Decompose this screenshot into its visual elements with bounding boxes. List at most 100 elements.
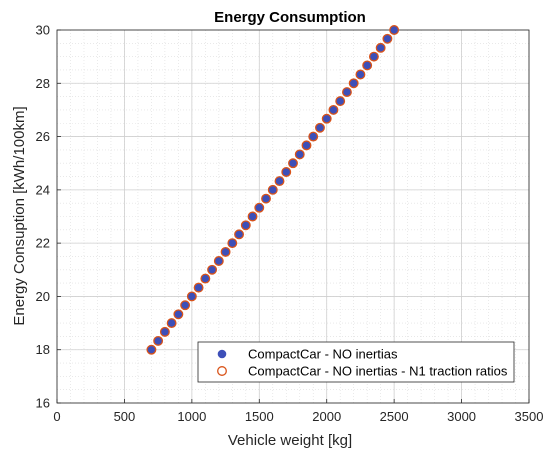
data-point — [274, 176, 285, 187]
y-tick-label: 28 — [36, 76, 50, 91]
data-point — [234, 229, 245, 240]
data-point — [281, 167, 291, 177]
data-point — [153, 336, 163, 346]
data-point — [147, 345, 156, 355]
data-point — [159, 326, 170, 337]
data-point — [328, 104, 339, 115]
chart-title: Energy Consumption — [214, 9, 366, 26]
legend-marker-open-circle — [217, 366, 227, 376]
data-point — [248, 212, 257, 221]
data-point — [153, 335, 164, 346]
data-point — [308, 131, 319, 142]
x-tick-label: 1000 — [177, 409, 206, 424]
data-point — [220, 246, 231, 257]
data-point — [348, 78, 359, 89]
legend-box — [197, 341, 515, 383]
data-point — [368, 51, 379, 62]
data-point — [247, 211, 258, 222]
legend: CompactCar - NO inertias CompactCar - NO … — [197, 341, 515, 383]
data-point — [389, 25, 399, 35]
data-point — [173, 309, 184, 320]
data-point — [194, 283, 203, 292]
data-point — [342, 87, 352, 97]
y-axis-label: Energy Consuption [kWh/100km] — [11, 106, 28, 325]
data-point — [166, 318, 177, 329]
data-point — [261, 193, 271, 204]
x-tick-label: 500 — [114, 409, 136, 424]
y-tick-label: 16 — [36, 396, 50, 411]
x-tick-label: 1500 — [245, 409, 274, 424]
data-point — [288, 158, 298, 168]
data-point — [383, 34, 392, 44]
series-compactcar-no-inertias — [147, 25, 399, 355]
data-point — [268, 185, 278, 195]
data-point — [294, 149, 305, 160]
data-point — [180, 300, 190, 310]
data-point — [187, 292, 197, 301]
data-point — [376, 43, 385, 53]
data-point — [221, 247, 230, 257]
y-tick-label: 24 — [36, 182, 50, 197]
data-point — [281, 167, 292, 177]
y-tick-label: 30 — [36, 23, 50, 38]
legend-marker-filled-circle — [217, 349, 227, 359]
data-point — [240, 220, 251, 231]
data-point — [241, 220, 251, 230]
data-point — [315, 122, 325, 133]
data-point — [180, 300, 191, 311]
y-tick-label: 26 — [36, 129, 50, 144]
data-point — [382, 33, 393, 44]
data-point — [355, 69, 366, 80]
data-point — [335, 96, 346, 107]
x-tick-label: 2000 — [312, 409, 341, 424]
data-point — [213, 256, 224, 266]
data-point — [275, 176, 284, 186]
data-point — [389, 25, 400, 35]
y-axis-ticks: 16 18 20 22 24 26 28 30 — [36, 23, 61, 411]
data-point — [335, 96, 345, 106]
data-point — [146, 344, 157, 355]
data-point — [295, 150, 305, 159]
data-point — [167, 318, 176, 328]
data-point — [261, 194, 271, 203]
data-point — [302, 141, 311, 150]
data-point — [301, 140, 312, 151]
data-point — [329, 105, 338, 115]
data-point — [315, 123, 325, 133]
data-point — [227, 238, 238, 249]
data-point — [288, 158, 298, 169]
data-point — [201, 274, 210, 283]
data-point — [375, 42, 386, 53]
legend-entry-label: CompactCar - NO inertias — [248, 347, 398, 362]
data-point — [362, 61, 372, 70]
legend-entry-label: CompactCar - NO inertias - N1 traction r… — [248, 364, 508, 379]
x-tick-label: 2500 — [380, 409, 409, 424]
data-point — [362, 60, 373, 71]
data-point — [228, 238, 237, 248]
data-point — [369, 52, 379, 61]
y-tick-label: 20 — [36, 289, 50, 304]
x-tick-label: 3000 — [447, 409, 476, 424]
data-point — [160, 327, 170, 337]
data-point — [341, 87, 352, 98]
x-tick-label: 0 — [53, 409, 60, 424]
data-point — [174, 309, 183, 319]
x-tick-label: 3500 — [515, 409, 544, 424]
data-point — [308, 132, 318, 141]
data-point — [267, 184, 278, 195]
data-point — [321, 113, 332, 124]
data-point — [200, 273, 211, 284]
plot-area — [56, 29, 530, 404]
x-axis-ticks: 0 500 1000 1500 2000 2500 3000 3500 — [53, 399, 543, 424]
data-point — [214, 256, 224, 266]
data-point — [186, 291, 197, 302]
y-tick-label: 22 — [36, 236, 50, 251]
x-axis-label: Vehicle weight [kg] — [228, 432, 352, 449]
data-point — [234, 230, 244, 239]
data-point — [193, 282, 204, 293]
data-point — [349, 78, 358, 88]
data-point — [207, 264, 218, 275]
data-point — [207, 265, 217, 275]
